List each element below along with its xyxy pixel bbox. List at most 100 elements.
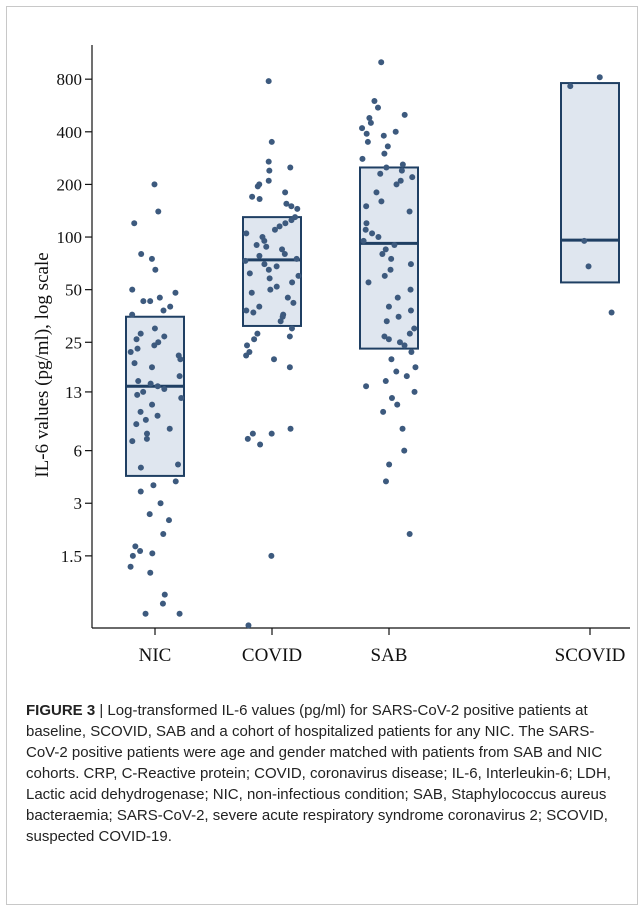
data-point-covid	[295, 272, 302, 279]
data-point-sab	[381, 272, 388, 279]
data-point-sab	[407, 261, 414, 268]
data-point-nic	[150, 482, 157, 489]
data-point-sab	[396, 339, 403, 346]
data-point-nic	[151, 342, 158, 349]
caption-text: Log-transformed IL-6 values (pg/ml) for …	[26, 702, 611, 845]
data-point-sab	[393, 181, 400, 188]
data-point-nic	[161, 386, 168, 393]
data-point-covid	[243, 230, 250, 237]
data-point-sab	[371, 98, 378, 105]
data-point-covid	[286, 364, 293, 371]
data-point-covid	[282, 220, 289, 227]
data-point-sab	[394, 294, 401, 301]
data-point-nic	[142, 610, 149, 617]
data-point-sab	[399, 161, 406, 168]
figure-frame	[6, 6, 638, 905]
data-point-sab	[411, 388, 418, 395]
data-point-nic	[172, 478, 179, 485]
data-point-covid	[273, 283, 280, 290]
data-point-nic	[157, 500, 164, 507]
data-point-nic	[149, 401, 156, 408]
data-point-sab	[401, 447, 408, 454]
x-tick-label: SCOVID	[555, 645, 626, 666]
data-point-nic	[177, 356, 184, 363]
data-point-nic	[175, 461, 182, 468]
data-point-nic	[148, 255, 155, 262]
data-point-covid	[277, 318, 284, 325]
data-point-sab	[393, 368, 400, 375]
x-tick-label: COVID	[242, 645, 302, 666]
data-point-sab	[363, 130, 370, 137]
y-tick-label: 800	[57, 70, 83, 89]
data-point-nic	[147, 298, 154, 305]
data-point-covid	[271, 356, 278, 363]
data-point-sab	[379, 250, 386, 257]
data-point-sab	[362, 226, 369, 233]
data-point-sab	[406, 208, 413, 215]
data-point-covid	[248, 289, 255, 296]
data-point-sab	[391, 242, 398, 249]
data-point-nic	[127, 348, 134, 355]
data-point-nic	[131, 220, 138, 227]
data-point-nic	[160, 531, 167, 538]
data-point-sab	[388, 395, 395, 402]
data-point-nic	[178, 395, 185, 402]
data-point-nic	[132, 543, 139, 550]
data-point-covid	[267, 286, 274, 293]
data-point-sab	[359, 155, 366, 162]
data-point-sab	[365, 279, 372, 286]
y-tick-label: 400	[57, 123, 83, 142]
data-point-covid	[256, 303, 263, 310]
data-point-sab	[374, 104, 381, 111]
data-point-scovid	[581, 237, 588, 244]
x-tick-label: SAB	[371, 645, 408, 666]
data-point-covid	[265, 78, 272, 85]
data-point-sab	[367, 119, 374, 126]
data-point-sab	[382, 246, 389, 253]
data-point-nic	[161, 333, 168, 340]
data-point-sab	[359, 125, 366, 132]
data-point-scovid	[567, 83, 574, 90]
data-point-nic	[167, 303, 174, 310]
data-point-sab	[373, 189, 380, 196]
data-point-sab	[407, 307, 414, 314]
data-point-sab	[382, 378, 389, 385]
data-point-nic	[176, 373, 183, 380]
data-point-nic	[137, 488, 144, 495]
data-point-nic	[156, 294, 163, 301]
data-point-covid	[283, 200, 290, 207]
figure-caption: FIGURE 3 | Log-transformed IL-6 values (…	[26, 700, 620, 847]
data-point-sab	[383, 318, 390, 325]
data-point-covid	[288, 203, 295, 210]
box-plot-chart: 1.5 3 6 13 25 50 100 200 400 800 NIC COVID SAB SCOVID…	[32, 45, 630, 666]
data-point-nic	[133, 336, 140, 343]
data-point-sab	[388, 356, 395, 363]
data-point-covid	[243, 307, 250, 314]
data-point-sab	[395, 313, 402, 320]
data-point-nic	[137, 330, 144, 337]
data-point-sab	[401, 342, 408, 349]
data-point-covid	[244, 435, 251, 442]
data-point-covid	[279, 246, 286, 253]
y-axis-label: IL-6 values (pg/ml), log scale	[32, 252, 53, 477]
data-point-nic	[129, 552, 136, 559]
data-point-nic	[147, 569, 154, 576]
data-point-covid	[263, 243, 270, 250]
data-point-sab	[386, 461, 393, 468]
data-point-nic	[129, 286, 136, 293]
data-point-sab	[387, 266, 394, 273]
data-point-nic	[155, 208, 162, 215]
y-tick-label: 3	[74, 494, 83, 513]
data-point-sab	[382, 478, 389, 485]
data-point-sab	[377, 170, 384, 177]
data-point-covid	[243, 352, 250, 359]
data-point-covid	[294, 205, 301, 212]
data-point-sab	[408, 348, 415, 355]
data-point-covid	[257, 441, 264, 448]
data-point-sab	[398, 167, 405, 174]
data-point-covid	[273, 263, 280, 270]
data-point-nic	[148, 364, 155, 371]
data-point-covid	[276, 223, 283, 230]
data-point-sab	[381, 150, 388, 157]
data-point-sab	[369, 230, 376, 237]
